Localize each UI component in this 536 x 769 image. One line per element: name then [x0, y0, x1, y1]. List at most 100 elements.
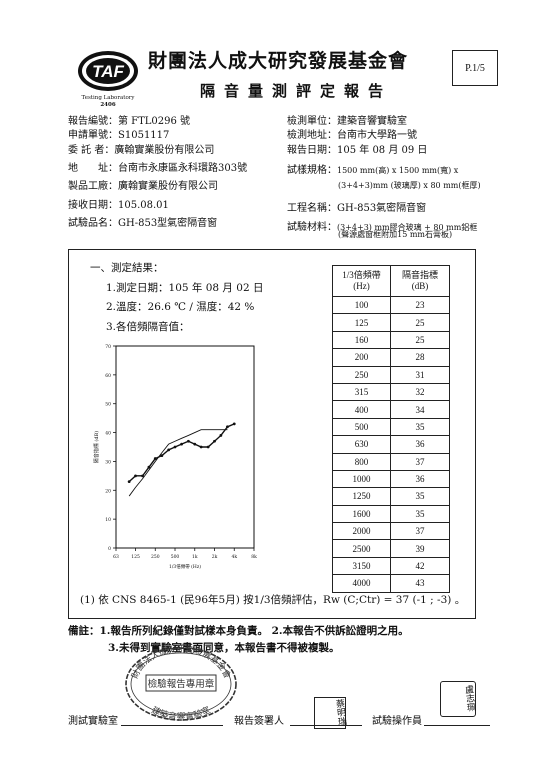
y-tick-label: 60: [105, 373, 111, 379]
y-tick-label: 10: [105, 517, 111, 523]
operator-seal: 盧志珮: [440, 681, 476, 717]
measured-point: [187, 439, 190, 443]
field-value-continued: (聲源處窗框附加15 mm石膏板): [338, 230, 453, 239]
freq-cell: 3150: [332, 556, 391, 576]
table-row: 1000 36: [332, 469, 450, 489]
table-row: 3150 42: [332, 556, 450, 576]
index-cell: 43: [390, 574, 450, 593]
field-value: 建築音響實驗室: [337, 116, 407, 127]
measured-point: [153, 457, 157, 460]
field-label: 報告編號：: [68, 116, 118, 127]
freq-cell: 2500: [332, 539, 391, 558]
freq-cell: 500: [332, 417, 391, 437]
field-label: 試驗品名：: [68, 218, 118, 229]
field-value: 台南市大學路一號: [337, 130, 417, 141]
freq-cell: 4000: [332, 574, 391, 593]
field-label: 委 託 者：: [68, 145, 115, 156]
logo-caption-line1: Testing Laboratory: [81, 95, 135, 101]
notes-line2: 3.未得到實驗室書面同意，本報告書不得被複製。: [108, 642, 340, 654]
field-label: 試樣規格：: [287, 165, 337, 176]
freq-cell: 1000: [332, 469, 391, 489]
measured-point: [127, 480, 131, 484]
table-row: 200 28: [332, 348, 450, 367]
y-tick-label: 50: [105, 402, 111, 408]
results-box: [68, 249, 476, 619]
field-value: GH-853型氣密隔音窗: [118, 218, 218, 229]
field-value: 第 FTL0296 號: [118, 116, 191, 127]
results-heading: 一、測定結果：: [90, 262, 164, 274]
signer-signature-line: [290, 725, 362, 726]
measured-line: [128, 423, 235, 483]
index-cell: 36: [390, 435, 450, 454]
logo-caption: Testing Laboratory 2406: [68, 95, 148, 109]
table-row: 315 32: [332, 382, 450, 402]
measured-point: [134, 474, 137, 478]
freq-cell: 200: [332, 348, 391, 367]
y-tick-label: 40: [105, 431, 111, 437]
field-value: 105.08.01: [118, 200, 169, 211]
x-tick-label: 63: [113, 554, 119, 560]
x-tick-label: 2k: [212, 554, 218, 560]
freq-cell: 100: [332, 295, 391, 315]
field-row: 委 託 者：廣翰實業股份有限公司: [68, 141, 214, 156]
measured-point: [213, 439, 216, 443]
field-row: 報告日期：105 年 08 月 09 日: [287, 141, 427, 156]
freq-header-unit: (Hz): [353, 281, 370, 291]
index-cell: 23: [390, 295, 450, 315]
index-cell: 25: [390, 330, 450, 350]
field-value: 1500 mm(高) x 1500 mm(寬) x: [337, 166, 459, 175]
field-label: 申請單號：: [68, 130, 118, 141]
freq-cell: 630: [332, 435, 391, 454]
notes-line1: 備註：1.報告所列紀錄僅對試樣本身負責。 2.本報告不供訴訟證明之用。: [68, 623, 409, 638]
y-tick-label: 0: [108, 546, 111, 552]
x-tick-label: 1k: [192, 554, 198, 560]
index-header-label: 隔音指標: [401, 270, 438, 280]
freq-cell: 160: [332, 330, 391, 350]
freq-cell: 800: [332, 452, 391, 471]
x-tick-label: 500: [171, 554, 180, 560]
field-row: 工程名稱：GH-853氣密隔音窗: [287, 199, 426, 214]
x-tick-label: 250: [151, 554, 160, 560]
lab-signature-line: [121, 725, 223, 726]
field-value: GH-853氣密隔音窗: [337, 203, 427, 214]
notes-prefix: 備註：: [68, 625, 100, 637]
y-tick-label: 30: [105, 459, 111, 465]
table-row: 100 23: [332, 295, 450, 315]
measured-point: [167, 448, 171, 452]
operator-signature-line: [424, 725, 490, 726]
field-label: 檢測單位：: [287, 116, 337, 127]
freq-cell: 400: [332, 400, 391, 419]
signer-seal: 蔡明瑞: [314, 697, 346, 729]
signer-label: 報告簽署人: [234, 716, 284, 727]
freq-cell: 315: [332, 382, 391, 402]
measured-point: [173, 445, 177, 449]
measured-point: [232, 422, 236, 426]
field-row: 地 址：台南市永康區永科環路303號: [68, 159, 247, 174]
field-label: 檢測地址：: [287, 130, 337, 141]
index-cell: 34: [390, 400, 450, 419]
field-row: 試驗品名：GH-853型氣密隔音窗: [68, 214, 217, 229]
field-row: 報告編號：第 FTL0296 號: [68, 112, 190, 127]
table-row: 250 31: [332, 365, 450, 384]
band-values-heading: 3.各倍頻隔音值：: [106, 321, 190, 333]
svg-text:TAF: TAF: [92, 62, 124, 81]
index-cell: 42: [390, 556, 450, 576]
field-label: 試驗材料：: [287, 222, 337, 233]
table-header-row: 1/3倍頻帶 (Hz) 隔音指標 (dB): [332, 265, 450, 297]
freq-column-header: 1/3倍頻帶 (Hz): [332, 265, 391, 297]
lab-label: 測試實驗室: [68, 716, 118, 727]
taf-logo: TAF: [78, 51, 138, 91]
field-row: 接收日期：105.08.01: [68, 196, 169, 211]
svg-text:建築音響實驗室: 建築音響實驗室: [149, 704, 212, 722]
x-tick-label: 4k: [231, 554, 237, 560]
index-cell: 25: [390, 313, 450, 332]
index-column-header: 隔音指標 (dB): [390, 265, 450, 297]
signer-seal-text: 蔡明瑞: [333, 698, 347, 726]
table-row: 4000 43: [332, 574, 450, 593]
organization-name: 財團法人成大研究發展基金會: [148, 50, 409, 72]
field-row: 申請單號：S1051117: [68, 126, 169, 141]
measured-point: [141, 474, 144, 478]
y-axis-label: 隔音指標 (dB): [93, 431, 100, 463]
field-label: 接收日期：: [68, 200, 118, 211]
table-row: 160 25: [332, 330, 450, 350]
